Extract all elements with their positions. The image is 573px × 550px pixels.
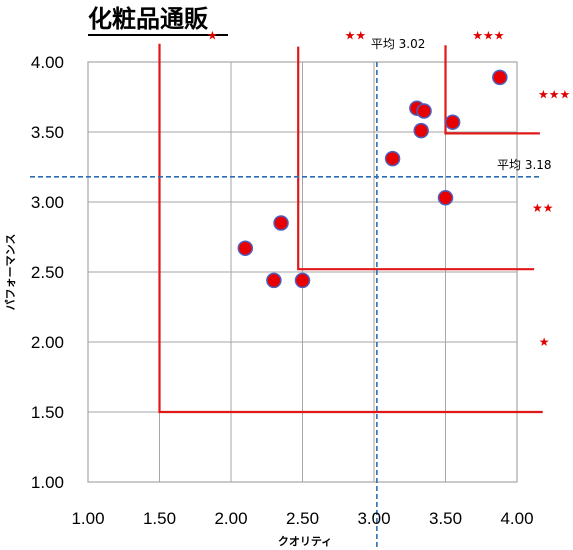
data-point bbox=[413, 122, 429, 139]
y-tick-label: 1.50 bbox=[31, 403, 64, 422]
x-tick-label: 3.50 bbox=[429, 509, 462, 528]
data-point bbox=[416, 103, 432, 119]
star-rating-label: ★★ bbox=[345, 29, 367, 43]
star-rating-label: ★★★ bbox=[472, 29, 504, 43]
rating-zone-line bbox=[297, 46, 535, 271]
rating-zone-line bbox=[444, 45, 540, 135]
x-tick-label: 1.50 bbox=[143, 509, 176, 528]
data-point bbox=[492, 69, 508, 86]
x-axis-label: クオリティ bbox=[278, 535, 332, 548]
data-point bbox=[266, 272, 282, 289]
y-axis-label: パフォーマンス bbox=[4, 234, 17, 311]
average-label-x: 平均 3.02 bbox=[371, 37, 426, 51]
y-tick-label: 3.50 bbox=[31, 123, 64, 142]
star-rating-label: ★★ bbox=[532, 201, 554, 215]
data-point bbox=[294, 272, 311, 289]
x-tick-label: 4.00 bbox=[500, 509, 533, 528]
chart-title: 化粧品通販 bbox=[88, 5, 209, 33]
x-tick-label: 1.00 bbox=[71, 509, 104, 528]
data-point bbox=[437, 190, 454, 206]
data-point bbox=[444, 114, 461, 130]
star-labels: ★ ★★ ★★★★★★★★★ bbox=[207, 29, 570, 350]
star-rating-label: ★ bbox=[539, 335, 550, 349]
y-tick-label: 2.50 bbox=[31, 263, 64, 282]
average-label-y: 平均 3.18 bbox=[497, 158, 552, 172]
x-tick-labels: 1.00 1.50 2.00 2.50 3.00 3.50 4.00 bbox=[71, 509, 533, 528]
y-tick-label: 2.00 bbox=[31, 333, 64, 352]
x-tick-label: 3.00 bbox=[357, 509, 390, 528]
x-tick-label: 2.50 bbox=[286, 509, 319, 528]
y-tick-label: 1.00 bbox=[31, 473, 64, 492]
rating-zone-line bbox=[158, 43, 543, 414]
average-lines: 平均 3.02 平均 3.18 bbox=[30, 37, 552, 548]
y-tick-label: 4.00 bbox=[31, 53, 64, 72]
star-rating-label: ★ bbox=[207, 29, 218, 43]
x-tick-label: 2.00 bbox=[214, 509, 247, 528]
data-point bbox=[273, 215, 289, 231]
data-points bbox=[237, 69, 508, 289]
data-point bbox=[384, 150, 401, 167]
y-tick-labels: 1.00 1.50 2.00 2.50 3.00 3.50 4.00 bbox=[31, 53, 64, 492]
data-point bbox=[237, 240, 254, 256]
star-rating-label: ★★★ bbox=[538, 87, 570, 101]
rating-zones bbox=[158, 43, 543, 414]
y-tick-label: 3.00 bbox=[31, 193, 64, 212]
